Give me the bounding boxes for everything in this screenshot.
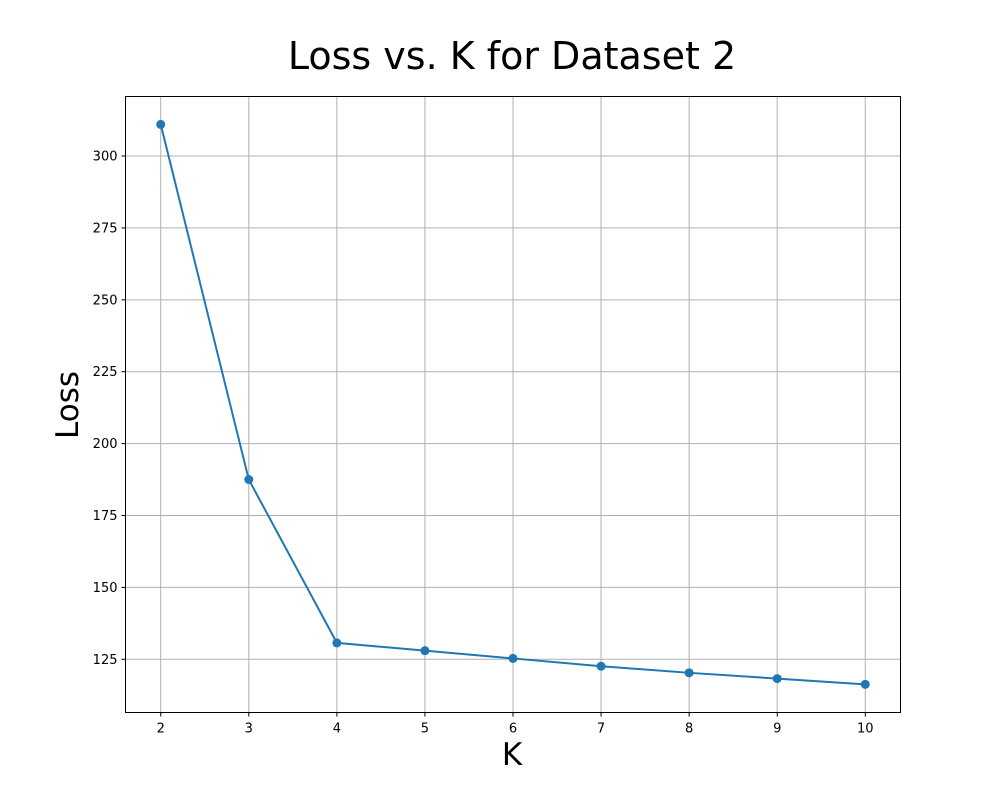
x-axis-label: K [502,737,523,773]
y-tick-label: 300 [93,150,118,165]
grid-lines [125,96,901,713]
y-tick-label: 225 [93,365,118,380]
data-point [860,679,870,689]
y-tick-label: 275 [93,221,118,236]
chart-title: Loss vs. K for Dataset 2 [288,34,736,78]
plot-frame [125,96,901,713]
data-point [772,674,782,684]
data-point [156,119,166,129]
x-tick-label: 7 [597,722,605,737]
y-axis-label: Loss [50,371,86,439]
axis-ticks: 2 3 4 5 6 7 8 9 10 125 150 175 200 225 250 275 300 [93,150,874,737]
y-tick-label: 175 [93,509,118,524]
x-tick-label: 10 [857,722,874,737]
data-point [508,653,518,663]
x-tick-label: 9 [773,722,781,737]
x-tick-label: 4 [333,722,341,737]
y-tick-label: 250 [93,293,118,308]
data-point [244,475,254,485]
x-tick-label: 3 [245,722,253,737]
x-tick-label: 6 [509,722,517,737]
data-point [684,668,694,678]
y-tick-label: 200 [93,437,118,452]
data-point [332,638,342,648]
data-point [596,661,606,671]
x-tick-label: 8 [685,722,693,737]
y-tick-label: 150 [93,581,118,596]
y-tick-label: 125 [93,653,118,668]
data-point [420,646,430,656]
x-tick-label: 2 [157,722,165,737]
x-tick-label: 5 [421,722,429,737]
series-layer [156,119,870,689]
